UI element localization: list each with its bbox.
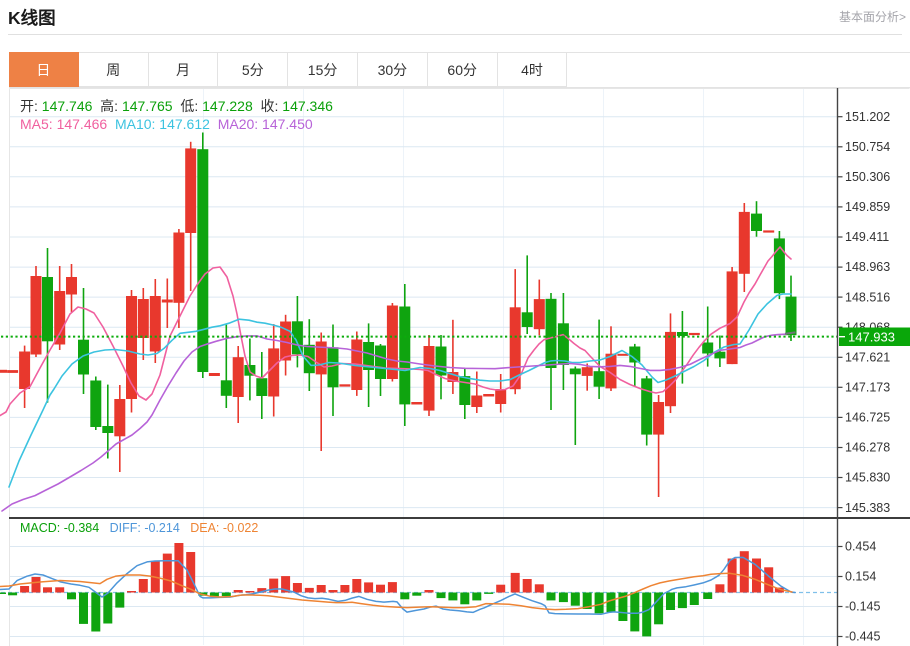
svg-text:151.202: 151.202 xyxy=(845,110,890,124)
svg-text:147.621: 147.621 xyxy=(845,351,890,365)
svg-text:150.754: 150.754 xyxy=(845,140,890,154)
svg-text:149.411: 149.411 xyxy=(845,230,889,244)
svg-text:149.859: 149.859 xyxy=(845,200,890,214)
svg-text:0.154: 0.154 xyxy=(845,570,876,584)
svg-text:-0.145: -0.145 xyxy=(845,600,880,614)
svg-text:145.383: 145.383 xyxy=(845,501,890,515)
svg-text:146.278: 146.278 xyxy=(845,441,890,455)
svg-text:0.454: 0.454 xyxy=(845,540,876,554)
svg-text:146.725: 146.725 xyxy=(845,411,890,425)
svg-text:150.306: 150.306 xyxy=(845,170,890,184)
svg-text:147.173: 147.173 xyxy=(845,381,890,395)
svg-text:145.830: 145.830 xyxy=(845,471,890,485)
svg-text:148.963: 148.963 xyxy=(845,260,890,274)
svg-text:148.516: 148.516 xyxy=(845,290,890,304)
svg-text:-0.445: -0.445 xyxy=(845,630,880,644)
svg-text:147.933: 147.933 xyxy=(848,329,895,344)
